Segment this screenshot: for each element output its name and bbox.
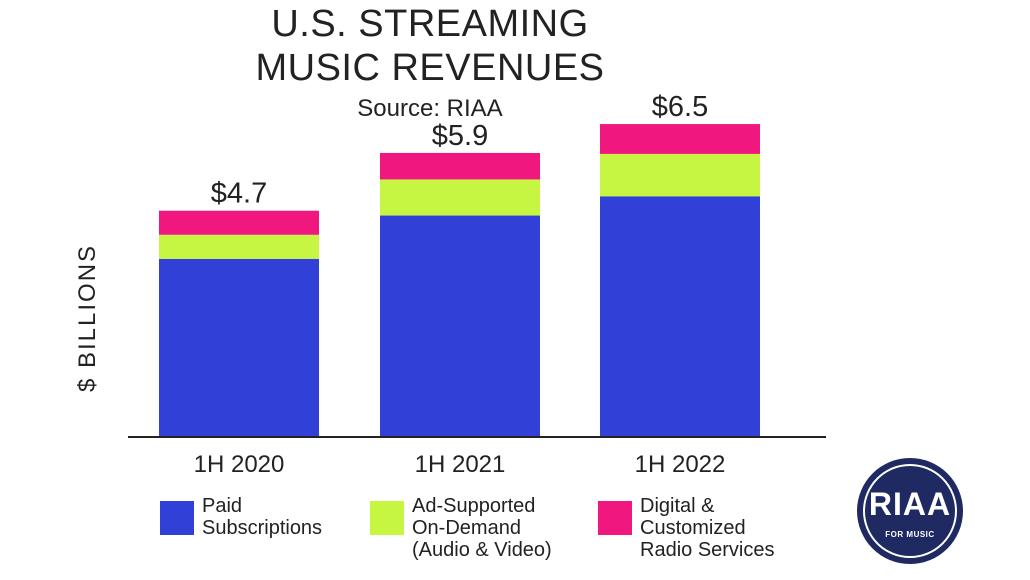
bar-segment-3-3: [600, 124, 760, 154]
total-label-1: $4.7: [211, 178, 267, 210]
legend-swatch-1: [160, 501, 194, 535]
bar-segment-1-1: [159, 258, 319, 437]
legend-label-1: Paid Subscriptions: [202, 495, 323, 539]
bar-segment-2-2: [380, 179, 540, 216]
riaa-logo-text: RIAA: [868, 486, 952, 522]
bar-segment-1-2: [380, 215, 540, 437]
x-tick-label-2: 1H 2021: [415, 451, 506, 478]
riaa-logo-subtext: FOR MUSIC: [885, 530, 935, 539]
x-tick-label-1: 1H 2020: [194, 451, 285, 478]
x-tick-label-3: 1H 2022: [635, 451, 726, 478]
chart-title-line-2: MUSIC REVENUES: [255, 47, 605, 89]
bar-segment-3-2: [380, 152, 540, 180]
total-label-2: $5.9: [432, 120, 488, 152]
riaa-logo: RIAA FOR MUSIC: [857, 458, 963, 564]
legend-label-2: Ad-Supported On-Demand (Audio & Video): [412, 495, 552, 561]
legend-label-3: Digital & Customized Radio Services: [640, 495, 775, 561]
bar-segment-1-3: [600, 196, 760, 437]
chart-title-line-1: U.S. STREAMING: [271, 3, 589, 45]
bar-segment-3-1: [159, 210, 319, 235]
legend-swatch-3: [598, 501, 632, 535]
chart-title: U.S. STREAMING MUSIC REVENUES: [180, 2, 680, 90]
bar-segment-2-1: [159, 234, 319, 259]
riaa-logo-ring: [863, 464, 957, 558]
total-label-3: $6.5: [652, 91, 708, 123]
bar-segment-2-3: [600, 153, 760, 197]
chart-subtitle: Source: RIAA: [357, 95, 503, 122]
legend-swatch-2: [370, 501, 404, 535]
